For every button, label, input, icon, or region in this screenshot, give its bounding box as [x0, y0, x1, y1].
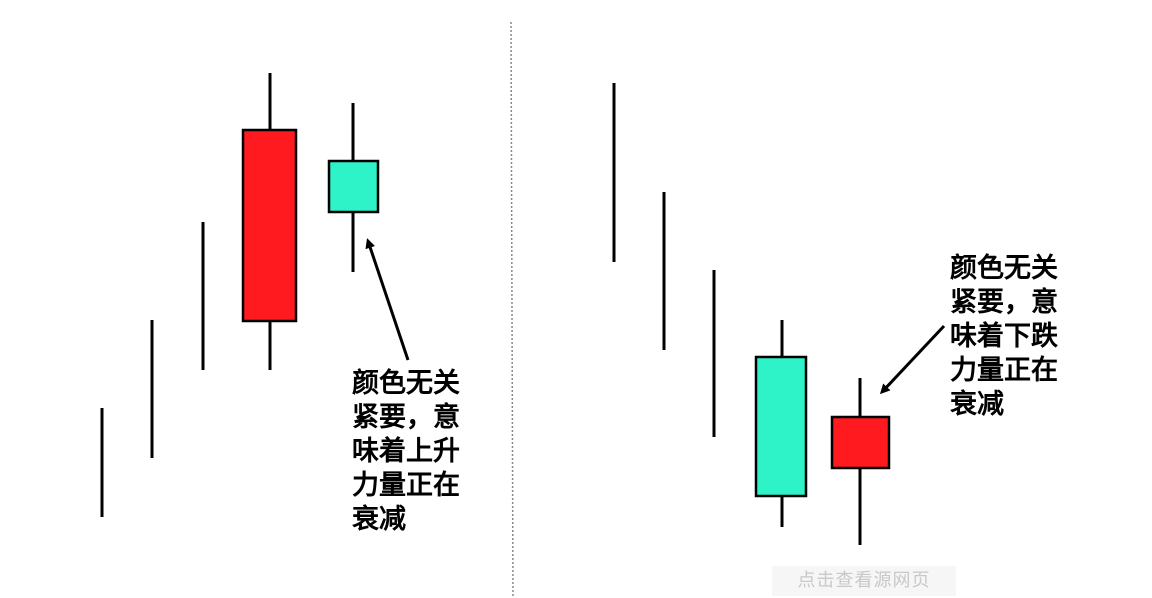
right-panel: 颜色无关 紧要，意 味着下跌 力量正在 衰减 [612, 83, 1058, 545]
right-small-candle [830, 378, 891, 545]
left-annotation-line-4: 力量正在 [352, 470, 460, 501]
right-annotation-line-5: 衰减 [950, 388, 1004, 420]
left-annotation-line-1: 颜色无关 [352, 367, 460, 399]
left-annotation: 颜色无关 紧要，意 味着上升 力量正在 衰减 [352, 367, 460, 535]
right-annotation-line-4: 力量正在 [950, 355, 1058, 386]
left-small-candle [327, 103, 380, 272]
right-arrow [879, 324, 946, 395]
right-annotation: 颜色无关 紧要，意 味着下跌 力量正在 衰减 [950, 252, 1058, 420]
right-annotation-line-1: 颜色无关 [950, 252, 1058, 284]
right-annotation-line-2: 紧要，意 [950, 286, 1058, 318]
right-large-candle [754, 320, 808, 527]
left-annotation-line-5: 衰减 [352, 503, 406, 535]
left-panel: 颜色无关 紧要，意 味着上升 力量正在 衰减 [100, 73, 460, 535]
view-source-watermark[interactable]: 点击查看源网页 [772, 566, 956, 596]
left-annotation-line-3: 味着上升 [352, 435, 460, 467]
left-arrow [365, 238, 410, 361]
left-large-candle [241, 73, 298, 370]
panel-divider [510, 21, 514, 598]
right-annotation-line-3: 味着下跌 [950, 320, 1058, 352]
left-annotation-line-2: 紧要，意 [352, 401, 460, 433]
